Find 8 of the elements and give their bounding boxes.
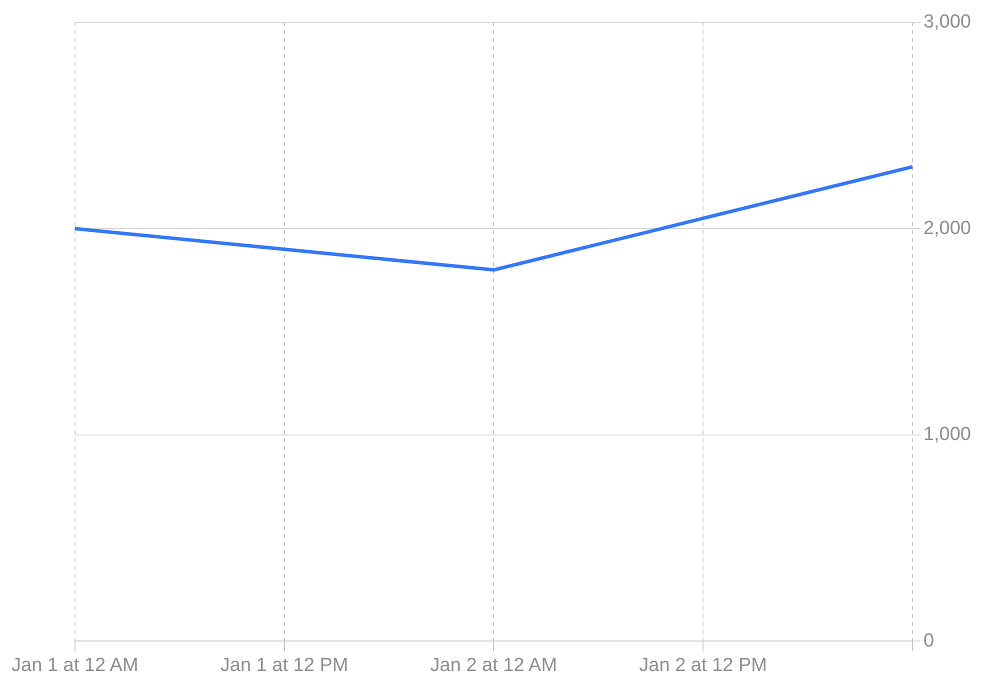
x-tick-label: Jan 1 at 12 AM <box>12 654 138 676</box>
x-tick-label: Jan 1 at 12 PM <box>220 654 348 676</box>
x-tick-label: Jan 2 at 12 PM <box>639 654 767 676</box>
y-tick-label: 3,000 <box>923 12 971 33</box>
y-tick-label: 0 <box>923 630 934 652</box>
y-tick-label: 1,000 <box>923 424 971 446</box>
y-tick-label: 2,000 <box>923 218 971 239</box>
x-tick-label: Jan 2 at 12 AM <box>430 654 558 676</box>
